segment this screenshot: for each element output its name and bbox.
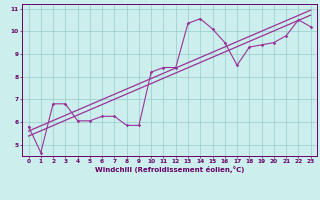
X-axis label: Windchill (Refroidissement éolien,°C): Windchill (Refroidissement éolien,°C) [95, 166, 244, 173]
